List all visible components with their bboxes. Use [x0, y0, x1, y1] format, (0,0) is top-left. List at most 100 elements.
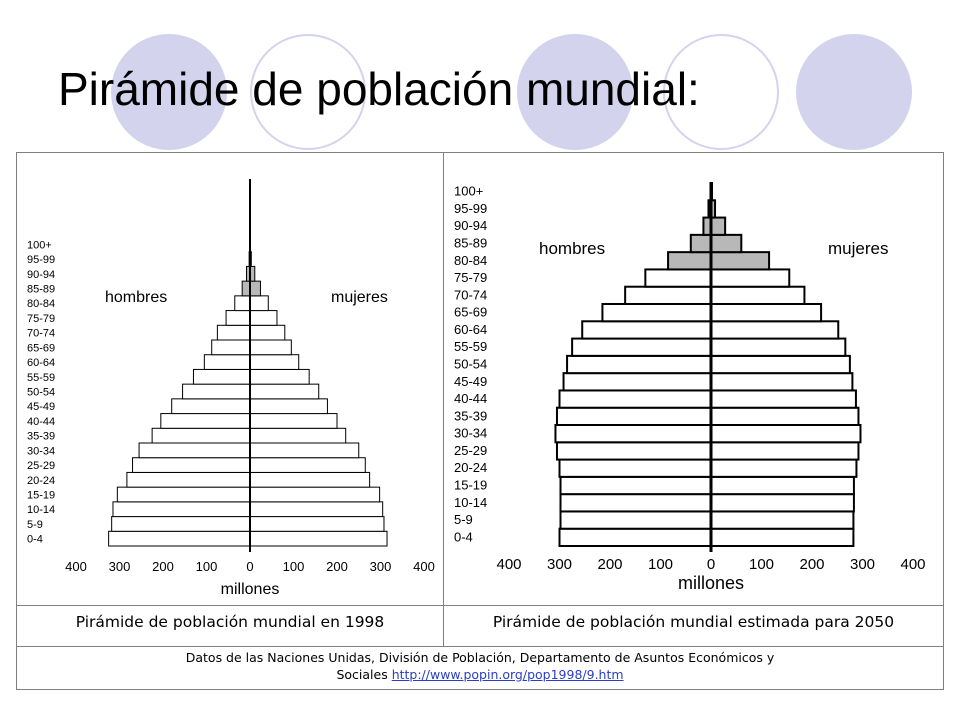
decor-circle-3 [517, 34, 633, 150]
table-divider-top [17, 605, 943, 606]
chart-1998-bar-hombres-40-44 [160, 413, 251, 429]
chart-2050-bar-mujeres-10-14 [710, 493, 855, 513]
chart-2050-age-label: 15-19 [454, 478, 487, 493]
chart-2050-bar-mujeres-75-79 [710, 268, 791, 288]
source-link[interactable]: http://www.popin.org/pop1998/9.htm [391, 667, 624, 682]
chart-2050-age-label: 50-54 [454, 357, 487, 372]
chart-1998-age-label: 75-79 [27, 313, 55, 325]
chart-1998-age-label: 50-54 [27, 387, 55, 399]
chart-1998-bar-hombres-80-84 [234, 295, 251, 312]
chart-1998-age-label: 15-19 [27, 490, 55, 502]
chart-2050-age-label: 35-39 [454, 408, 487, 423]
chart-2050-bar-mujeres-25-29 [710, 441, 860, 461]
chart-2050-bar-mujeres-0-4 [710, 527, 855, 548]
chart-2050-age-label: 85-89 [454, 236, 487, 251]
chart-2050-bar-hombres-30-34 [554, 424, 712, 444]
chart-1998-bar-mujeres-40-44 [249, 413, 338, 429]
chart-2050-legend-mujeres: mujeres [828, 239, 888, 258]
chart-1998-age-label: 5-9 [27, 519, 43, 531]
chart-1998-age-label: 55-59 [27, 372, 55, 384]
chart-1998-bar-hombres-60-64 [203, 354, 251, 370]
chart-1998-bar-mujeres-25-29 [249, 457, 366, 473]
chart-1998-age-label: 80-84 [27, 298, 55, 310]
chart-2050-x-tick: 400 [496, 556, 521, 573]
chart-2050-bar-hombres-35-39 [555, 406, 712, 426]
chart-2050-age-label: 95-99 [454, 201, 487, 216]
chart-1998-age-label: 95-99 [27, 254, 55, 266]
chart-1998-bar-hombres-20-24 [126, 471, 251, 488]
caption-2050: Pirámide de población mundial estimada p… [492, 613, 895, 631]
chart-2050-legend-hombres: hombres [539, 239, 605, 258]
chart-1998-age-label: 90-94 [27, 269, 55, 281]
chart-1998-x-tick: 400 [413, 559, 435, 574]
chart-1998-bar-hombres-10-14 [112, 501, 251, 518]
chart-2050-x-tick: 200 [799, 556, 824, 573]
chart-2050-bar-hombres-65-69 [601, 303, 712, 323]
chart-2050-bar-hombres-5-9 [559, 510, 713, 530]
chart-1998-bar-mujeres-45-49 [249, 398, 328, 415]
chart-2050-bar-hombres-50-54 [566, 354, 712, 375]
chart-2050-bar-hombres-20-24 [558, 458, 712, 478]
chart-2050-bar-mujeres-50-54 [710, 354, 851, 375]
chart-1998-bar-mujeres-70-74 [249, 324, 286, 341]
chart-1998-bar-mujeres-50-54 [249, 383, 320, 400]
chart-2050-bar-mujeres-15-19 [710, 475, 855, 496]
chart-1998-bar-hombres-15-19 [116, 486, 251, 503]
chart-1998-bar-hombres-35-39 [151, 427, 251, 444]
chart-1998-x-tick: 100 [196, 559, 218, 574]
decor-circle-1 [111, 34, 227, 150]
chart-2050-bar-hombres-15-19 [559, 475, 713, 496]
chart-2050-x-tick: 100 [749, 556, 774, 573]
chart-1998-age-label: 0-4 [27, 534, 43, 546]
chart-2050-x-tick: 0 [707, 556, 715, 573]
chart-1998-x-tick: 0 [246, 559, 253, 574]
chart-2050-age-label: 45-49 [454, 374, 487, 389]
pyramid-chart-2050: 0-4 5-9 10-14 15-19 20-24 25-29 30-34 35-39 40-4… [454, 182, 926, 593]
chart-2050-bar-mujeres-90-94 [710, 216, 727, 236]
chart-1998-legend-mujeres: mujeres [331, 289, 388, 306]
chart-1998-bar-hombres-75-79 [225, 310, 251, 326]
chart-1998-x-axis-label: millones [221, 581, 280, 598]
chart-2050-x-axis-label: millones [678, 573, 744, 593]
chart-1998-age-label: 25-29 [27, 460, 55, 472]
chart-2050-bar-hombres-75-79 [644, 268, 713, 288]
chart-1998-bar-mujeres-60-64 [249, 354, 300, 370]
chart-1998-x-tick: 300 [370, 559, 392, 574]
chart-1998-x-tick: 400 [65, 559, 87, 574]
chart-1998-bar-mujeres-65-69 [249, 339, 292, 356]
chart-2050-age-label: 55-59 [454, 339, 487, 354]
chart-2050-age-label: 80-84 [454, 253, 487, 268]
chart-2050-age-label: 0-4 [454, 529, 473, 544]
chart-2050-bar-mujeres-70-74 [710, 285, 806, 305]
chart-2050-age-label: 70-74 [454, 287, 487, 302]
chart-2050-age-label: 40-44 [454, 391, 487, 406]
table-divider-vertical [443, 153, 444, 646]
chart-1998-x-tick: 200 [152, 559, 174, 574]
chart-2050-age-label: 30-34 [454, 426, 487, 441]
chart-1998-bar-hombres-65-69 [211, 339, 251, 356]
chart-2050-age-label: 100+ [454, 184, 483, 199]
chart-1998-age-label: 10-14 [27, 504, 55, 516]
chart-2050-bar-hombres-80-84 [667, 251, 712, 271]
chart-1998-bar-hombres-70-74 [216, 324, 251, 341]
chart-1998-bar-mujeres-75-79 [249, 310, 278, 326]
pyramid-table: 0-4 5-9 10-14 15-19 20-24 25-29 30-34 35-39 40-4… [16, 152, 944, 690]
chart-1998-age-label: 40-44 [27, 416, 55, 428]
source-line-2: Sociales http://www.popin.org/pop1998/9.… [17, 666, 943, 683]
chart-2050-x-tick: 300 [547, 556, 572, 573]
chart-1998-bar-mujeres-35-39 [249, 427, 347, 444]
chart-2050-age-label: 60-64 [454, 322, 487, 337]
chart-1998-bar-hombres-50-54 [182, 383, 251, 400]
chart-1998-age-label: 35-39 [27, 431, 55, 443]
chart-1998-age-label: 70-74 [27, 328, 55, 340]
chart-2050-age-label: 90-94 [454, 218, 487, 233]
source-prefix: Sociales [336, 667, 388, 682]
chart-2050-x-tick: 200 [597, 556, 622, 573]
chart-1998-bar-mujeres-0-4 [249, 530, 388, 547]
chart-2050-x-tick: 400 [900, 556, 925, 573]
chart-1998-bar-hombres-55-59 [192, 368, 251, 385]
chart-2050-bar-mujeres-20-24 [710, 458, 858, 478]
chart-1998-x-tick: 200 [326, 559, 348, 574]
chart-2050-bar-hombres-55-59 [571, 337, 712, 357]
decor-circle-5 [796, 34, 912, 150]
